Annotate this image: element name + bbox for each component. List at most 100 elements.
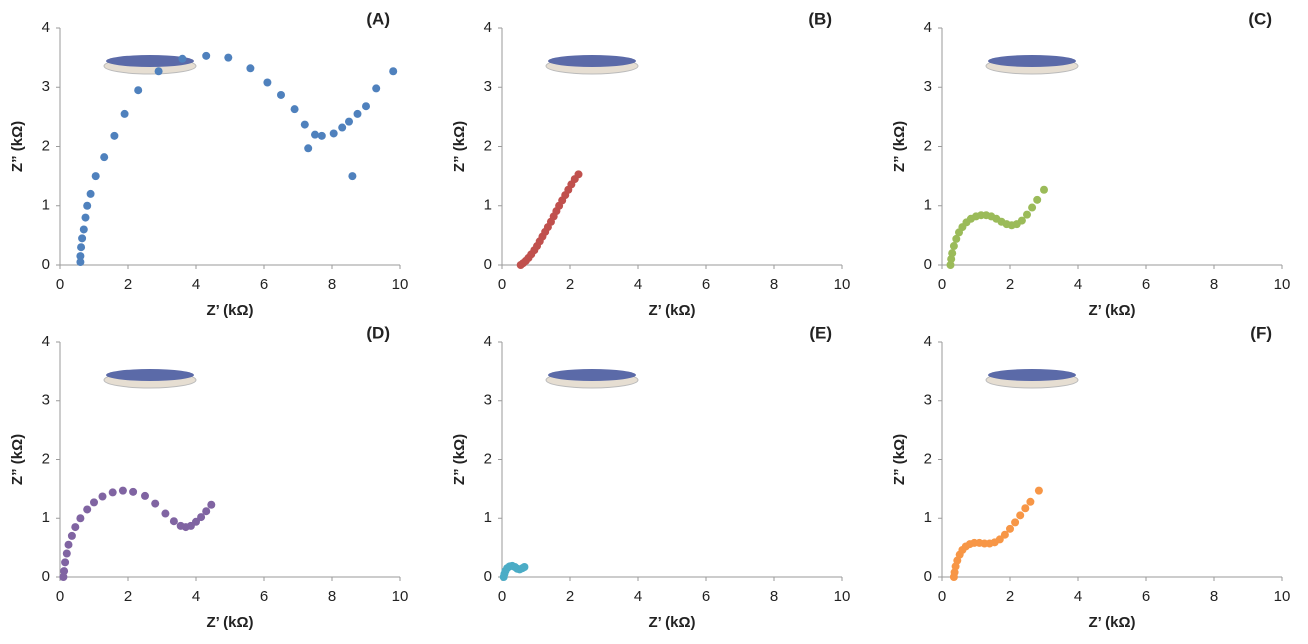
data-point [353,109,362,118]
y-tick-label: 2 [484,137,492,154]
x-axis-title: Z’ (kΩ) [1088,614,1135,631]
data-point [1034,486,1043,495]
y-axis-title: Z” (kΩ) [451,121,468,172]
y-axis-title: Z” (kΩ) [451,434,468,485]
data-point [947,255,956,264]
x-tick-label: 8 [770,276,778,293]
data-point [192,517,200,526]
data-point [304,144,313,153]
x-tick-label: 8 [328,276,336,293]
panel-label: (A) [366,9,390,28]
data-point [110,131,119,140]
x-tick-label: 10 [834,588,851,605]
y-tick-label: 0 [484,256,492,273]
data-point [1028,203,1037,212]
data-point [108,488,117,497]
y-tick-label: 0 [924,256,932,273]
data-point [151,499,160,508]
x-axis-title: Z’ (kΩ) [648,302,695,319]
x-tick-label: 6 [1142,276,1150,293]
x-tick-label: 6 [702,276,710,293]
x-tick-label: 10 [392,276,409,293]
data-point [169,517,178,526]
data-point [290,105,299,114]
x-axis-title: Z’ (kΩ) [206,302,253,319]
panel-label: (E) [809,323,832,342]
x-tick-label: 6 [702,588,710,605]
data-point [98,492,107,501]
data-point [1021,504,1030,513]
y-axis-title: Z” (kΩ) [891,434,908,485]
x-tick-label: 8 [1210,276,1218,293]
y-tick-label: 4 [924,333,932,350]
y-tick-label: 1 [484,197,492,214]
data-point [67,531,76,540]
data-point [1040,185,1048,194]
y-tick-label: 3 [484,392,492,409]
data-point [202,507,211,516]
x-tick-label: 10 [1274,588,1291,605]
x-tick-label: 0 [498,276,506,293]
x-tick-label: 10 [1274,276,1291,293]
data-point [1016,511,1025,520]
data-point [62,549,71,558]
data-point [574,170,583,179]
x-tick-label: 8 [770,588,778,605]
data-point [1026,497,1035,506]
x-tick-label: 6 [260,276,268,293]
y-tick-label: 2 [484,450,492,467]
electrode-top [106,55,194,67]
panel-label: (C) [1248,9,1272,28]
y-tick-label: 1 [42,197,50,214]
x-tick-label: 4 [634,588,642,605]
data-point [952,234,961,243]
data-point [76,514,85,523]
y-tick-label: 4 [484,333,492,350]
data-point [154,67,163,76]
data-point [317,131,326,140]
y-tick-label: 3 [42,78,50,95]
y-tick-label: 4 [42,333,50,350]
data-point [246,64,255,73]
data-point [1006,524,1014,533]
data-point [61,558,70,567]
y-tick-label: 2 [42,137,50,154]
x-tick-label: 4 [1074,276,1082,293]
data-point [59,573,68,581]
data-point [300,120,309,129]
y-tick-label: 2 [42,450,50,467]
x-tick-label: 4 [192,276,200,293]
y-tick-label: 2 [924,137,932,154]
panel-label: (B) [808,9,832,28]
data-point [100,153,109,162]
x-tick-label: 6 [260,588,268,605]
y-tick-label: 0 [924,568,932,585]
x-tick-label: 0 [56,276,64,293]
x-tick-label: 0 [938,276,946,293]
data-point [60,567,69,576]
data-point [81,213,90,222]
data-point [79,225,88,234]
data-point [161,509,170,518]
x-tick-label: 2 [566,588,574,605]
x-tick-label: 2 [1006,276,1014,293]
electrode-top [548,369,636,381]
data-point [83,201,92,210]
data-point [178,54,187,63]
x-tick-label: 6 [1142,588,1150,605]
data-point [348,172,357,181]
y-tick-label: 1 [42,509,50,526]
data-point [141,491,149,500]
data-point [1000,530,1009,539]
x-tick-label: 4 [192,588,200,605]
data-point [1017,216,1026,225]
data-point [83,505,92,514]
data-point [1023,210,1031,219]
data-point [76,258,85,267]
x-tick-label: 2 [124,276,132,293]
data-point [197,513,206,522]
y-tick-label: 3 [924,392,932,409]
x-tick-label: 2 [566,276,574,293]
x-tick-label: 4 [634,276,642,293]
data-point [202,51,211,60]
